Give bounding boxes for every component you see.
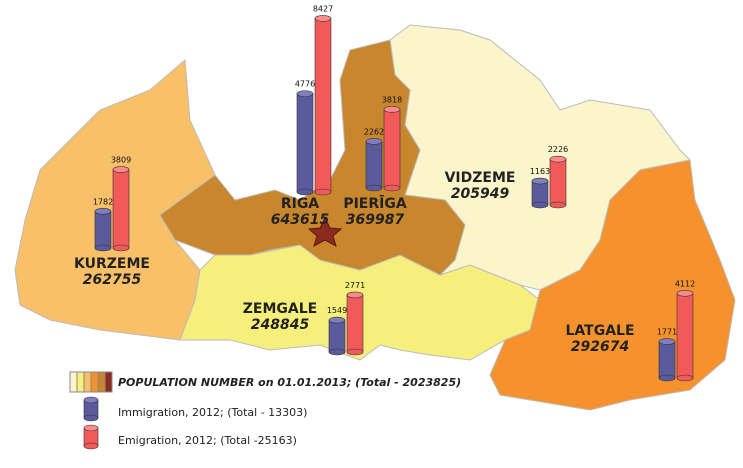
- cylinder-top: [314, 15, 332, 22]
- legend-population: POPULATION NUMBER on 01.01.2013; (Total …: [118, 376, 461, 389]
- region-population: 248845: [251, 317, 310, 333]
- emigration-value: 8427: [313, 4, 333, 13]
- immigration-value: 4776: [295, 80, 315, 89]
- cylinder-bottom: [365, 184, 383, 192]
- legend-icon-top: [83, 424, 99, 432]
- region-population: 292674: [571, 339, 629, 355]
- cylinder-body: [365, 141, 383, 189]
- cylinder-body: [112, 169, 130, 249]
- region-population: 643615: [271, 212, 330, 228]
- cylinder-body: [531, 180, 549, 206]
- cylinder-bottom: [549, 201, 567, 209]
- cylinder-bottom: [296, 188, 314, 196]
- cylinder-top: [296, 90, 314, 97]
- emigration-value: 3809: [111, 156, 131, 165]
- legend-swatch: [97, 371, 106, 393]
- riga-area: [307, 216, 343, 248]
- cylinder-top: [676, 289, 694, 297]
- legend-swatch: [69, 371, 78, 393]
- cylinder-body: [549, 158, 567, 206]
- emigration-cylinder: [383, 106, 401, 192]
- cylinder-top: [531, 177, 549, 185]
- cylinder-body: [94, 210, 112, 249]
- region-name: PIERĪGA: [343, 194, 407, 212]
- cylinder-body: [676, 292, 694, 379]
- emigration-value: 2226: [548, 145, 568, 154]
- immigration-value: 1771: [657, 328, 677, 337]
- emigration-cylinder: [346, 291, 364, 356]
- legend: POPULATION NUMBER on 01.01.2013; (Total …: [69, 371, 461, 447]
- cylinder-top: [112, 166, 130, 173]
- immigration-value: 1782: [93, 197, 113, 206]
- region-population: 262755: [83, 272, 142, 288]
- cylinder-top: [383, 106, 401, 113]
- legend-swatch: [104, 371, 113, 393]
- cylinder-body: [314, 18, 332, 193]
- cylinder-body: [346, 294, 364, 353]
- immigration-value: 1549: [327, 306, 347, 315]
- immigration-cylinder: [328, 316, 346, 356]
- cylinder-bottom: [658, 374, 676, 382]
- region-population: 205949: [451, 186, 510, 202]
- cylinder-top: [549, 155, 567, 163]
- region-name: RIGA: [281, 196, 319, 212]
- legend-swatch: [83, 371, 92, 393]
- cylinder-top: [94, 207, 112, 215]
- immigration-value: 1163: [530, 167, 550, 176]
- cylinder-body: [328, 319, 346, 353]
- cylinder-top: [328, 316, 346, 324]
- legend-icon-top: [83, 396, 99, 404]
- cylinder-bottom: [346, 348, 364, 356]
- cylinder-bottom: [314, 188, 332, 196]
- cylinder-top: [658, 338, 676, 345]
- region-name: KURZEME: [74, 256, 150, 272]
- immigration-cylinder: [365, 138, 383, 192]
- cylinder-body: [383, 109, 401, 189]
- cylinder-top: [346, 291, 364, 299]
- cylinder-top: [365, 138, 383, 145]
- emigration-cylinder: [676, 289, 694, 382]
- immigration-value: 2262: [364, 127, 384, 136]
- emigration-cylinder: [112, 166, 130, 252]
- immigration-cylinder: [94, 207, 112, 252]
- emigration-value: 2771: [345, 281, 365, 290]
- emigration-value: 3818: [382, 95, 402, 104]
- cylinder-bottom: [328, 348, 346, 356]
- cylinder-bottom: [383, 184, 401, 192]
- legend-swatch: [76, 371, 85, 393]
- emigration-cylinder: [314, 15, 332, 196]
- cylinder-bottom: [531, 201, 549, 209]
- cylinder-bottom: [112, 244, 130, 252]
- region-name: ZEMGALE: [243, 301, 317, 317]
- cylinder-body: [658, 341, 676, 379]
- region-population: 369987: [346, 212, 405, 228]
- cylinder-bottom: [94, 244, 112, 252]
- legend-swatch: [90, 371, 99, 393]
- legend-emigration: Emigration, 2012; (Total -25163): [118, 434, 297, 447]
- immigration-cylinder: [296, 90, 314, 196]
- emigration-cylinder: [549, 155, 567, 209]
- cylinder-body: [296, 93, 314, 193]
- legend-icon-bottom: [83, 442, 99, 450]
- legend-icon-bottom: [83, 414, 99, 422]
- region-name: LATGALE: [565, 323, 634, 339]
- emigration-value: 4112: [675, 279, 695, 288]
- cylinder-bottom: [676, 374, 694, 382]
- region-name: VIDZEME: [445, 170, 516, 186]
- immigration-cylinder: [658, 338, 676, 382]
- legend-immigration: Immigration, 2012; (Total - 13303): [118, 406, 307, 419]
- immigration-cylinder: [531, 177, 549, 209]
